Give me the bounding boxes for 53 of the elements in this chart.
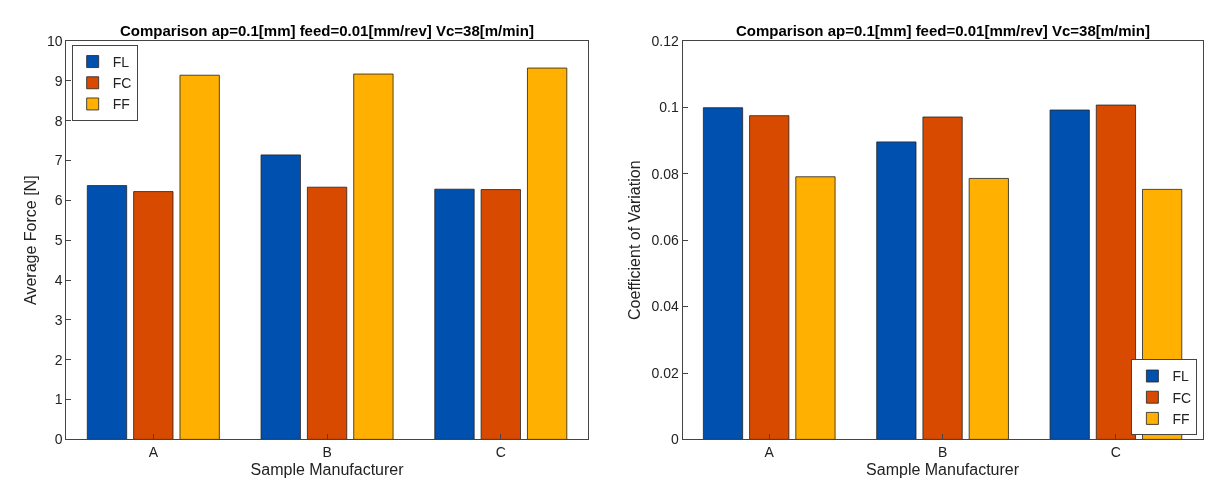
y-tick-label: 5 xyxy=(54,232,63,249)
x-axis-title: Sample Manufacturer xyxy=(866,460,1020,478)
x-tick-label: B xyxy=(322,444,332,461)
y-tick-label: 4 xyxy=(54,271,63,288)
legend-label: FC xyxy=(112,75,132,92)
y-tick-label: 0.08 xyxy=(651,165,679,182)
y-tick-label: 7 xyxy=(54,152,63,169)
x-tick-label: C xyxy=(495,444,506,461)
bar xyxy=(1049,109,1090,440)
y-tick-label: 9 xyxy=(54,72,63,89)
y-tick-label: 0.04 xyxy=(651,298,679,315)
bar xyxy=(1095,104,1136,440)
y-axis-title: Coefficient of Variation xyxy=(626,160,644,320)
y-tick-label: 10 xyxy=(47,32,63,49)
bar xyxy=(749,115,790,440)
x-tick-label: C xyxy=(1110,444,1121,461)
y-tick-label: 6 xyxy=(54,192,63,209)
y-tick-label: 0.02 xyxy=(651,364,679,381)
y-axis-title: Average Force [N] xyxy=(21,175,39,305)
bar xyxy=(527,67,568,440)
legend-label: FL xyxy=(112,54,130,71)
y-tick-label: 0.1 xyxy=(659,99,679,116)
y-tick-label: 8 xyxy=(54,112,63,129)
y-tick-label: 2 xyxy=(54,351,63,368)
bar xyxy=(434,188,475,440)
y-tick-label: 1 xyxy=(54,391,63,408)
y-tick-label: 0 xyxy=(670,431,679,448)
x-axis-title: Sample Manufacturer xyxy=(250,460,405,478)
x-tick-label: A xyxy=(148,444,159,461)
legend-label: FF xyxy=(1172,410,1190,427)
bar xyxy=(795,176,836,440)
bar xyxy=(702,107,744,440)
chart-title: Comparison ap=0.1[mm] feed=0.01[mm/rev] Vc=38[m/min] xyxy=(736,22,1150,39)
legend-label: FC xyxy=(1172,389,1192,406)
bar xyxy=(133,191,174,440)
bar xyxy=(968,178,1009,440)
legend-label: FL xyxy=(1172,368,1189,385)
x-tick-label: B xyxy=(937,444,948,461)
bar xyxy=(179,74,220,440)
x-tick-label: A xyxy=(764,444,775,461)
bar xyxy=(480,189,521,440)
bar xyxy=(260,154,301,440)
y-tick-label: 0.06 xyxy=(651,232,679,249)
y-tick-label: 0 xyxy=(54,431,63,448)
bar xyxy=(306,186,348,440)
bar xyxy=(353,73,394,440)
y-tick-label: 3 xyxy=(54,311,63,328)
y-tick-label: 0.12 xyxy=(651,32,679,49)
bar xyxy=(922,116,963,440)
bar xyxy=(86,185,128,440)
legend-label: FF xyxy=(112,96,130,113)
chart-title: Comparison ap=0.1[mm] feed=0.01[mm/rev] Vc=38[m/min] xyxy=(120,22,534,39)
bar xyxy=(876,141,917,440)
